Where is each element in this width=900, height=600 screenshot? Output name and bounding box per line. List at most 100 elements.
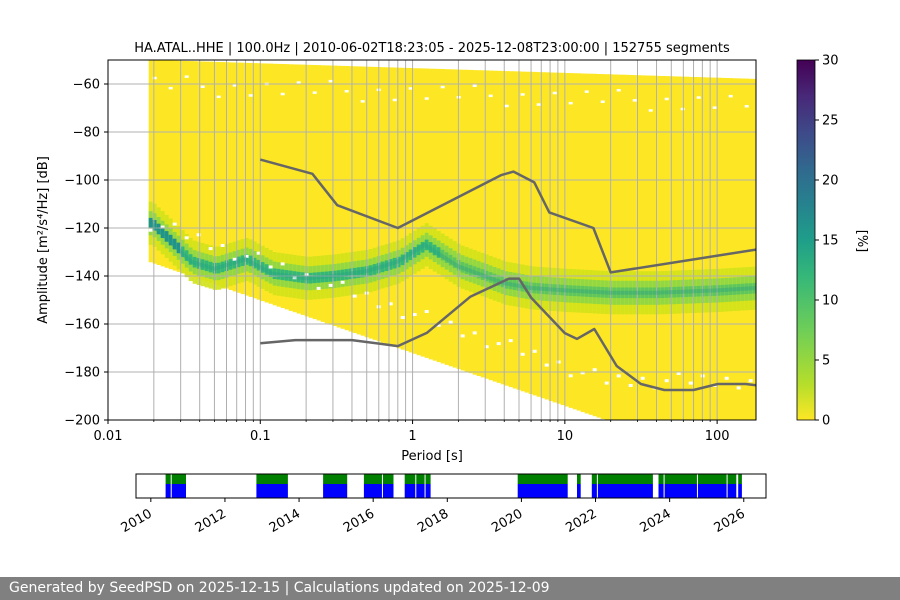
heatmap-cell	[564, 285, 570, 296]
heatmap-cell	[348, 66, 354, 332]
chart-title: HA.ATAL..HHE | 100.0Hz | 2010-06-02T18:2…	[134, 41, 730, 56]
heatmap-cell	[664, 76, 670, 420]
heatmap-cell	[220, 261, 226, 273]
heatmap-cell	[244, 62, 250, 296]
heatmap-cell	[572, 285, 578, 297]
heatmap-cell	[312, 65, 318, 320]
heatmap-cell	[532, 282, 538, 294]
timeline-tick-label: 2014	[267, 506, 303, 536]
heatmap-cell	[736, 78, 742, 420]
heatmap-gap	[280, 262, 286, 266]
heatmap-cell	[604, 287, 610, 298]
curves	[149, 158, 756, 392]
nhnm-curve	[259, 158, 756, 274]
heatmap-cell	[576, 285, 582, 297]
heatmap-cell	[636, 287, 642, 299]
heatmap-gap	[392, 98, 398, 102]
heatmap-gap	[736, 386, 742, 390]
heatmap-cell	[428, 242, 434, 253]
heatmap-cell	[176, 242, 182, 254]
heatmap-gap	[160, 225, 166, 229]
heatmap-cell	[432, 68, 438, 361]
heatmap-gap	[268, 265, 274, 269]
heatmap-gap	[664, 379, 670, 383]
heatmap-cell	[356, 267, 362, 278]
heatmap-cell	[248, 255, 254, 267]
heatmap-cell	[328, 65, 334, 325]
heatmap-cell	[576, 73, 582, 411]
heatmap-cell	[508, 278, 514, 290]
timeline-segments	[165, 474, 742, 498]
plot-area	[108, 60, 756, 420]
x-axis-label: Period [s]	[401, 449, 463, 464]
heatmap-cell	[152, 60, 158, 264]
heatmap-cell	[676, 76, 682, 420]
heatmap-gap	[448, 320, 454, 324]
heatmap-cell	[648, 75, 654, 420]
heatmap-cell	[580, 73, 586, 413]
heatmap-cell	[180, 246, 186, 258]
y-tick-label: −140	[64, 270, 100, 285]
heatmap-cell	[164, 231, 170, 242]
heatmap-cell	[312, 272, 318, 284]
colorbar-tick-label: 5	[822, 354, 830, 369]
heatmap-cell	[408, 249, 414, 261]
heatmap-gap	[184, 75, 190, 78]
heatmap-cell	[592, 286, 598, 298]
heatmap-cell	[252, 63, 258, 299]
timeline-segment-green	[577, 474, 581, 484]
heatmap-cell	[356, 66, 362, 335]
heatmap-cell	[664, 287, 670, 298]
grid-lines	[108, 60, 756, 420]
heatmap-cell	[696, 77, 702, 420]
heatmap-gap	[744, 105, 750, 108]
heatmap-gap	[352, 294, 358, 298]
heatmap-gap	[628, 384, 634, 387]
heatmap-cell	[412, 247, 418, 258]
timeline-segment-blue	[738, 484, 742, 498]
timeline-tick-label: 2018	[415, 506, 451, 536]
heatmap-gap	[340, 280, 346, 284]
y-tick-label: −60	[73, 78, 100, 93]
heatmap-cell	[184, 61, 190, 275]
heatmap-cell	[712, 77, 718, 420]
heatmap-cell	[588, 286, 594, 297]
heatmap-cell	[244, 254, 250, 265]
heatmap-cell	[472, 266, 478, 277]
heatmap-cell	[368, 265, 374, 276]
heatmap-gap	[256, 251, 262, 255]
colorbar-tick-label: 0	[822, 414, 830, 429]
heatmap-gap	[152, 76, 158, 80]
heatmap-cell	[748, 283, 754, 294]
heatmap-cell	[304, 272, 310, 284]
x-tick-label: 1	[408, 429, 416, 444]
heatmap-cell	[648, 287, 654, 299]
heatmap-cell	[400, 67, 406, 350]
heatmap-cell	[480, 269, 486, 280]
timeline-tick-label: 2026	[712, 506, 748, 536]
heatmap-cell	[444, 252, 450, 263]
heatmap-cell	[572, 73, 578, 410]
heatmap-gap	[412, 313, 418, 316]
heatmap-gap	[712, 106, 718, 109]
heatmap-cell	[632, 75, 638, 420]
heatmap-cell	[540, 72, 546, 399]
heatmap-gap	[216, 95, 222, 99]
heatmap-cell	[168, 234, 174, 246]
heatmap-cell	[232, 62, 238, 292]
heatmap-gap	[296, 81, 302, 84]
heatmap-cell	[200, 61, 206, 281]
heatmap-cell	[744, 283, 750, 294]
colorbar-gradient	[796, 59, 816, 421]
heatmap-cell	[428, 68, 434, 360]
heatmap-gap	[400, 316, 406, 319]
heatmap-gap	[676, 372, 682, 375]
heatmap-cell	[156, 60, 162, 265]
heatmap-gap	[520, 352, 526, 356]
heatmap-gap	[292, 276, 298, 280]
heatmap-cell	[492, 273, 498, 285]
heatmap-cell	[604, 74, 610, 420]
heatmap-cell	[260, 63, 266, 302]
heatmap-cell	[216, 262, 222, 274]
heatmap-cell	[308, 272, 314, 284]
